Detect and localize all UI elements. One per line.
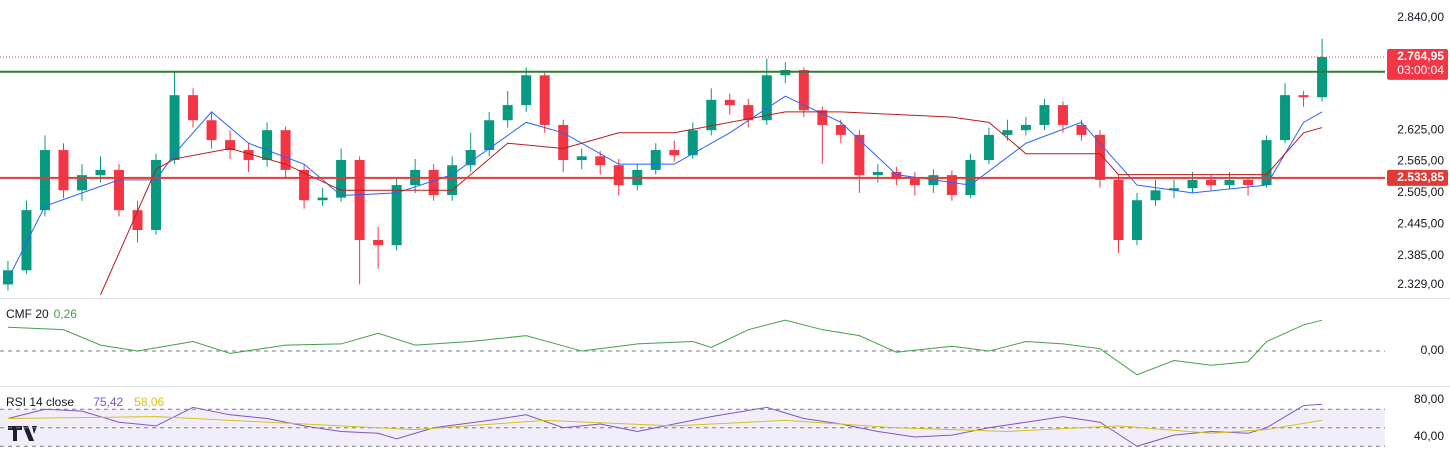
candle-body xyxy=(595,156,606,166)
candle-body xyxy=(539,75,550,125)
candle-body xyxy=(76,175,87,191)
candle-body xyxy=(1243,179,1254,186)
candle-body xyxy=(1169,188,1180,191)
candle-body xyxy=(1206,179,1217,186)
candle-body xyxy=(891,172,902,179)
candle-body xyxy=(225,140,236,151)
candle-body xyxy=(243,150,254,160)
candle-body xyxy=(1280,95,1291,141)
candle-body xyxy=(1113,179,1124,240)
candle-body xyxy=(909,178,920,186)
indicator-value: 75,42 xyxy=(93,395,123,409)
y-tick-label: 80,00 xyxy=(1414,392,1444,406)
candle-body xyxy=(1039,105,1050,125)
candle-body xyxy=(761,75,772,121)
candle-body xyxy=(484,120,495,151)
indicator-line xyxy=(100,111,1323,296)
indicator-value: 0,26 xyxy=(54,307,78,321)
candle-body xyxy=(2,270,13,285)
candle-body xyxy=(391,185,402,246)
y-tick-label: 40,00 xyxy=(1414,429,1444,443)
last-price-badge xyxy=(1387,49,1448,80)
last-price-label: 2.764,95 xyxy=(1397,49,1444,63)
logo xyxy=(8,426,37,441)
candle-body xyxy=(817,110,828,125)
candle-body xyxy=(132,210,143,231)
indicator-line xyxy=(7,319,1323,376)
candle-body xyxy=(1131,200,1142,240)
candle-body xyxy=(39,150,50,211)
candle-body xyxy=(576,156,587,160)
y-tick-label: 2.625,00 xyxy=(1397,122,1444,136)
candle-body xyxy=(854,134,865,176)
candle-body xyxy=(669,150,680,156)
candle-body xyxy=(835,124,846,135)
candle-body xyxy=(114,169,125,211)
indicator-line xyxy=(7,95,1323,280)
candle-body xyxy=(1076,124,1087,135)
candle-body xyxy=(1002,130,1013,135)
candle-body xyxy=(650,150,661,170)
indicator-line xyxy=(7,416,1323,434)
indicator-title: RSI 14 close xyxy=(6,395,74,409)
candle-body xyxy=(521,75,532,106)
y-tick-label: 2.505,00 xyxy=(1397,185,1444,199)
candle-body xyxy=(280,130,291,170)
candle-body xyxy=(502,105,513,121)
y-tick-label: 2.840,00 xyxy=(1397,10,1444,24)
candle-body xyxy=(1298,95,1309,98)
candle-body xyxy=(1094,134,1105,180)
indicator-line xyxy=(7,403,1323,447)
candle-body xyxy=(946,175,957,196)
candle-body xyxy=(169,95,180,160)
candle-body xyxy=(447,165,458,196)
candle-body xyxy=(798,70,809,111)
candle-body xyxy=(151,159,162,231)
candle-body xyxy=(687,130,698,156)
candle-body xyxy=(872,172,883,176)
candle-body xyxy=(58,150,69,191)
countdown: 03:00:04 xyxy=(1397,63,1444,77)
y-tick-label: 0,00 xyxy=(1421,343,1445,357)
candle-body xyxy=(1261,140,1272,186)
candle-body xyxy=(317,197,328,201)
candle-body xyxy=(262,130,273,160)
candle-body xyxy=(1317,57,1328,98)
candle-body xyxy=(706,99,717,131)
candle-body xyxy=(188,95,199,121)
candle-body xyxy=(1057,105,1068,125)
candle-body xyxy=(354,159,365,240)
indicator-title: CMF 20 xyxy=(6,307,49,321)
level-badge xyxy=(1387,169,1448,186)
candle-body xyxy=(1150,190,1161,201)
candle-body xyxy=(613,165,624,186)
y-tick-label: 2.329,00 xyxy=(1397,277,1444,291)
indicator-value: 58,06 xyxy=(134,395,164,409)
candle-body xyxy=(206,120,217,141)
candle-body xyxy=(724,99,735,106)
candle-body xyxy=(1224,179,1235,186)
candle-body xyxy=(373,239,384,246)
candle-body xyxy=(1187,179,1198,189)
candle-body xyxy=(428,169,439,196)
level-label: 2.533,85 xyxy=(1397,170,1444,184)
candle-body xyxy=(299,169,310,201)
candle-body xyxy=(95,169,106,176)
candle-body xyxy=(1020,124,1031,131)
y-tick-label: 2.445,00 xyxy=(1397,216,1444,230)
y-tick-label: 2.565,00 xyxy=(1397,154,1444,168)
candle-body xyxy=(21,210,32,271)
candle-body xyxy=(558,124,569,160)
y-tick-label: 2.385,00 xyxy=(1397,248,1444,262)
candle-body xyxy=(465,150,476,166)
candle-body xyxy=(743,105,754,121)
candle-body xyxy=(983,134,994,160)
